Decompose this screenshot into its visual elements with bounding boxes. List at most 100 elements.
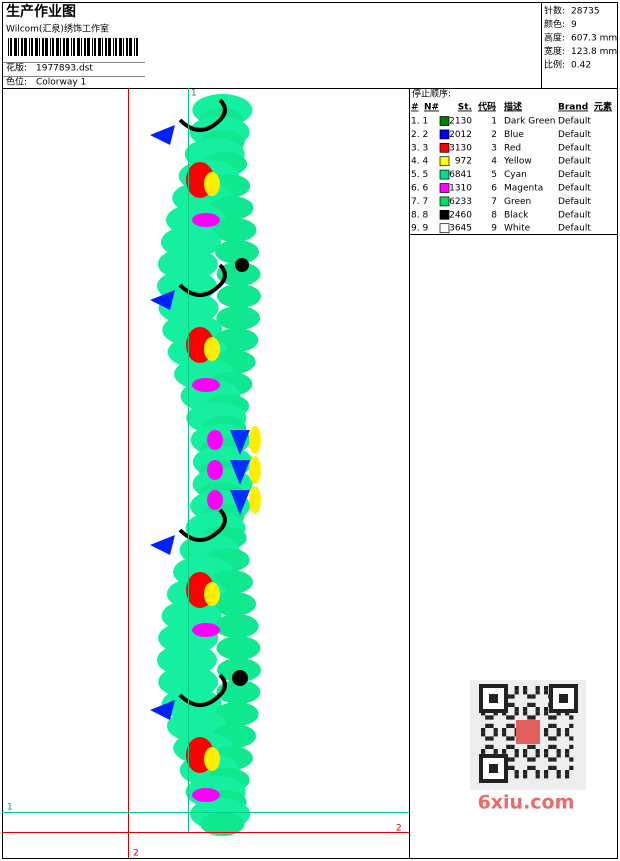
row-num: 5. 5	[411, 170, 428, 180]
qr-cell	[514, 690, 519, 695]
qr-cell	[556, 774, 561, 779]
swatch	[439, 129, 450, 140]
qr-cell	[481, 732, 486, 737]
qr-cell	[535, 690, 540, 695]
swatch	[439, 169, 450, 180]
leaf	[214, 614, 259, 638]
bar	[115, 38, 117, 56]
qr-cell	[548, 736, 553, 741]
qr-cell	[535, 686, 540, 691]
qr-cell	[565, 749, 570, 754]
row-num: 7. 7	[411, 197, 428, 207]
qr-cell	[481, 728, 486, 733]
bar	[71, 38, 72, 56]
stem	[178, 673, 227, 707]
bar	[31, 38, 33, 56]
swatch	[439, 156, 450, 167]
bar	[50, 38, 51, 56]
flower	[249, 426, 261, 454]
row-num: 4. 4	[411, 157, 428, 167]
brand: Default	[558, 170, 591, 180]
flower	[192, 623, 220, 637]
info-value: 9	[571, 20, 577, 30]
qr-cell	[531, 757, 536, 762]
qr-cell	[523, 774, 528, 779]
bar	[77, 38, 80, 56]
flower	[207, 460, 223, 480]
bar	[98, 38, 101, 56]
brand: Default	[558, 184, 591, 194]
axis-label: 2	[396, 824, 402, 834]
qr-cell	[527, 702, 532, 707]
qr-cell	[502, 711, 507, 716]
qr-cell	[493, 711, 498, 716]
qr-cell	[485, 744, 490, 749]
qr-cell	[531, 765, 536, 770]
bar	[84, 38, 86, 56]
qr-cell	[506, 702, 511, 707]
qr-cell	[544, 711, 549, 716]
qr-cell	[552, 723, 557, 728]
leaf	[216, 262, 261, 286]
flower	[204, 172, 220, 196]
qr-cell	[569, 736, 574, 741]
qr-cell	[510, 715, 515, 720]
leaf	[216, 306, 261, 330]
brand: Default	[558, 210, 591, 220]
qr-cell	[489, 736, 494, 741]
qr-cell	[493, 732, 498, 737]
barcode	[8, 38, 138, 56]
qr-cell	[544, 732, 549, 737]
leaf	[216, 284, 261, 308]
qr-cell	[523, 749, 528, 754]
leaf-blue	[150, 125, 175, 145]
qr-cell	[506, 744, 511, 749]
qr-cell	[523, 686, 528, 691]
row-num: 1. 1	[411, 117, 428, 127]
bar	[105, 38, 107, 56]
qr-cell	[556, 753, 561, 758]
qr-cell	[531, 715, 536, 720]
qr-cell	[552, 715, 557, 720]
qr-cell	[523, 753, 528, 758]
brand: Default	[558, 197, 591, 207]
stem	[178, 98, 227, 132]
qr-cell	[569, 723, 574, 728]
qr-cell	[489, 715, 494, 720]
swatch	[439, 196, 450, 207]
info-label: 针数:	[544, 5, 565, 17]
flower	[249, 486, 261, 514]
stitches: 6233	[449, 197, 472, 207]
info-value: 607.3 mm	[571, 34, 617, 44]
leaf-blue	[230, 460, 250, 485]
qr-cell	[569, 715, 574, 720]
info-value: 28735	[571, 7, 600, 17]
qr-cell	[556, 749, 561, 754]
table-header: N#	[424, 103, 439, 113]
qr-cell	[485, 715, 490, 720]
qr-cell	[506, 715, 511, 720]
info-value: 0.42	[571, 61, 591, 71]
qr-cell	[523, 770, 528, 775]
qr-cell	[544, 749, 549, 754]
stem	[178, 508, 227, 542]
berry	[235, 258, 249, 272]
qr-finder	[559, 694, 568, 703]
desc: Yellow	[503, 157, 532, 167]
qr-cell	[489, 723, 494, 728]
info-value: 123.8 mm	[571, 47, 617, 57]
qr-cell	[514, 774, 519, 779]
bar	[126, 38, 128, 56]
qr-cell	[514, 749, 519, 754]
qr-cell	[565, 753, 570, 758]
leaf-blue	[230, 490, 250, 515]
bar	[136, 38, 138, 56]
qr-cell	[506, 723, 511, 728]
row-num: 8. 8	[411, 210, 428, 220]
label: 色位:	[6, 76, 27, 88]
qr-cell	[535, 707, 540, 712]
code: 5	[491, 170, 497, 180]
axis-label: 1	[191, 89, 197, 99]
qr-cell	[502, 728, 507, 733]
bar	[35, 38, 38, 56]
